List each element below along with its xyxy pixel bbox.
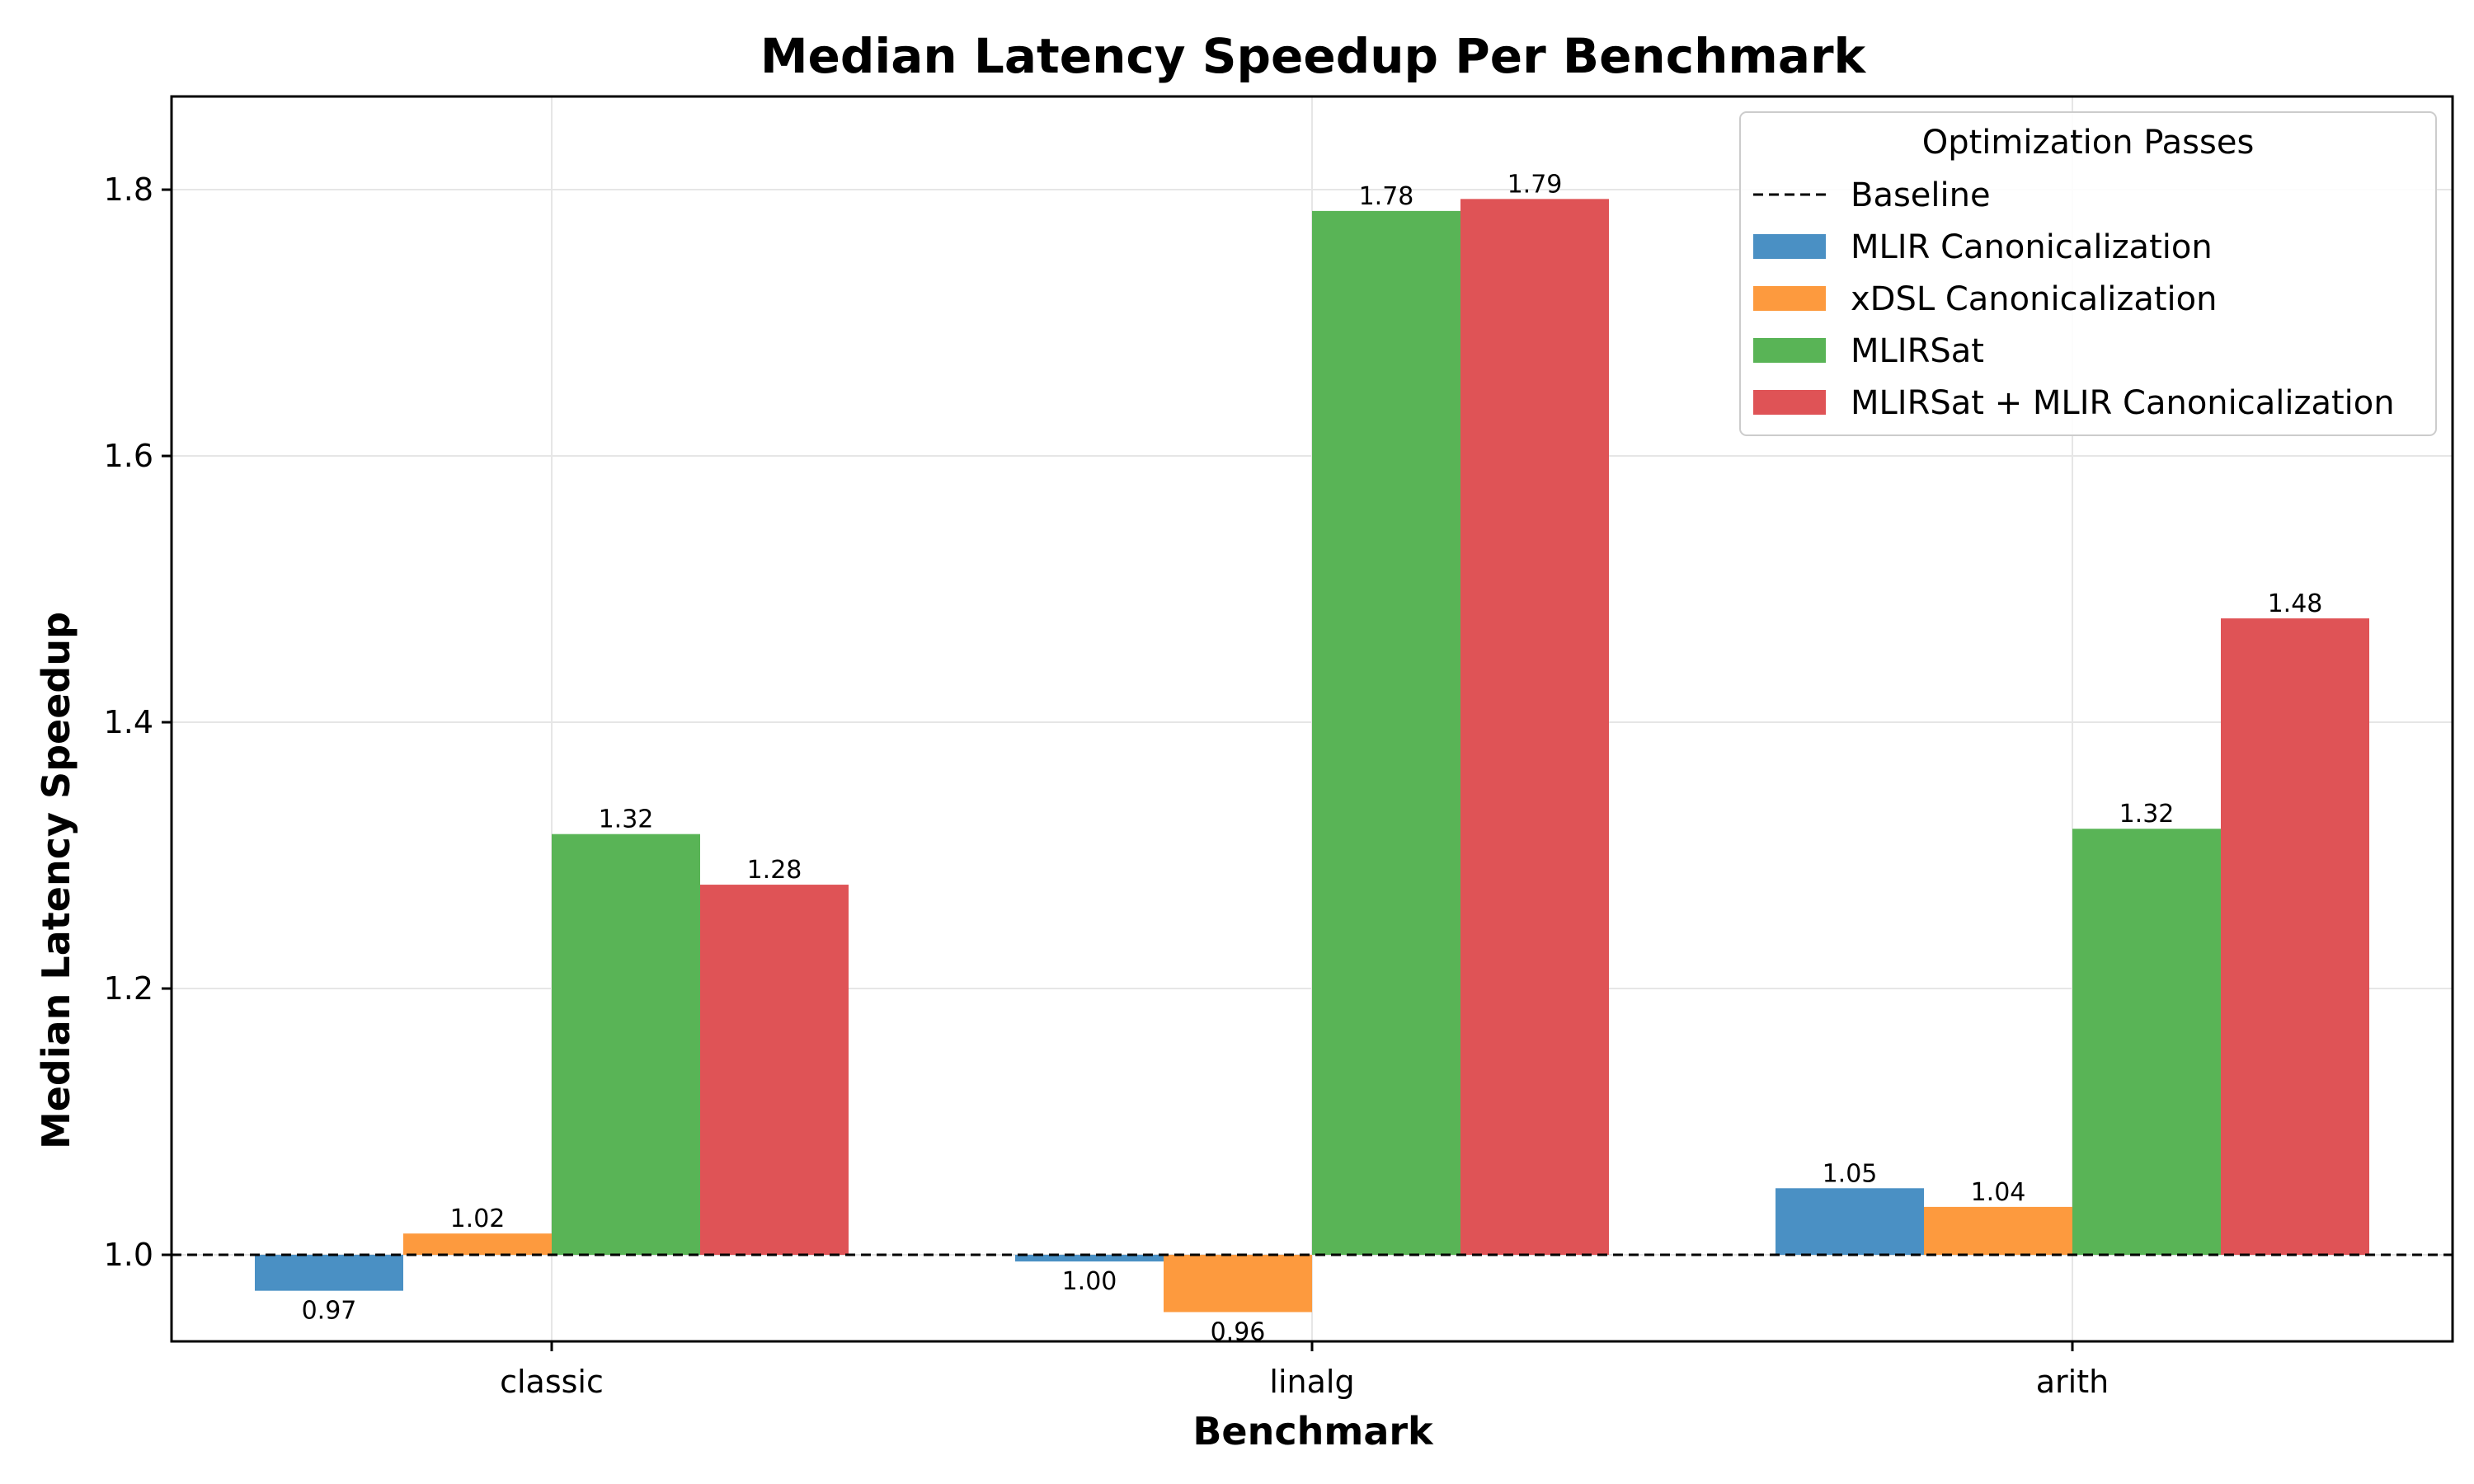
axes: 1.0 1.2 1.4 1.6 1.8 classic linalg arith (104, 95, 2454, 1400)
legend-swatch-mlirsat-mlir-canonicalization (1753, 390, 1826, 415)
legend-box (1739, 111, 2437, 436)
y-axis-label: Median Latency Speedup (34, 612, 78, 1149)
data-label: 1.79 (1507, 170, 1563, 199)
data-label: 1.02 (450, 1205, 506, 1233)
data-labels: 0.971.001.051.020.961.041.321.781.321.28… (302, 170, 2323, 1346)
y-tick-label: 1.8 (104, 171, 153, 208)
bar-mlir-canonicalization-classic (255, 1255, 403, 1291)
legend-swatch-mlir-canonicalization (1753, 234, 1826, 259)
bar-xdsl-canonicalization-arith (1924, 1206, 2072, 1256)
bar-mlirsat-classic (552, 834, 700, 1256)
bar-mlirsat-mlir-canonicalization-linalg (1460, 199, 1609, 1256)
x-tick-label: classic (500, 1364, 604, 1400)
y-tick-label: 1.2 (104, 970, 153, 1007)
x-tick-label: arith (2036, 1364, 2109, 1400)
x-tick-label: linalg (1269, 1364, 1354, 1400)
legend-label-xdsl-canonicalization: xDSL Canonicalization (1851, 280, 2217, 318)
data-label: 1.28 (747, 856, 802, 885)
bar-xdsl-canonicalization-classic (403, 1233, 552, 1256)
legend-label-mlirsat: MLIRSat (1851, 332, 1984, 370)
data-label: 1.00 (1062, 1267, 1117, 1296)
bar-mlirsat-arith (2072, 829, 2221, 1256)
x-axis-label: Benchmark (1192, 1409, 1434, 1453)
bar-mlir-canonicalization-arith (1776, 1188, 1924, 1256)
bar-mlir-canonicalization-linalg (1015, 1255, 1164, 1262)
bar-mlirsat-mlir-canonicalization-classic (700, 885, 849, 1256)
data-label: 1.78 (1359, 182, 1414, 211)
data-label: 1.48 (2268, 589, 2323, 618)
data-label: 1.32 (599, 805, 654, 834)
legend-title: Optimization Passes (1922, 124, 2255, 162)
chart-title: Median Latency Speedup Per Benchmark (760, 28, 1867, 84)
legend-label-baseline: Baseline (1851, 176, 1991, 214)
data-label: 0.97 (302, 1297, 357, 1326)
bar-xdsl-canonicalization-linalg (1164, 1255, 1312, 1313)
data-label: 1.32 (2119, 800, 2175, 829)
legend-label-mlirsat-mlir-canonicalization: MLIRSat + MLIR Canonicalization (1851, 384, 2395, 422)
data-label: 1.05 (1823, 1159, 1878, 1188)
legend-swatch-mlirsat (1753, 338, 1826, 363)
bar-mlirsat-linalg (1312, 210, 1460, 1256)
legend-label-mlir-canonicalization: MLIR Canonicalization (1851, 228, 2213, 266)
data-label: 1.04 (1971, 1178, 2026, 1207)
y-tick-label: 1.6 (104, 438, 153, 474)
legend-swatch-xdsl-canonicalization (1753, 286, 1826, 311)
y-tick-label: 1.0 (104, 1237, 153, 1273)
y-tick-label: 1.4 (104, 704, 153, 740)
bar-mlirsat-mlir-canonicalization-arith (2221, 618, 2369, 1256)
bars (255, 199, 2369, 1313)
legend: Optimization Passes Baseline MLIR Canonica… (1739, 111, 2437, 436)
